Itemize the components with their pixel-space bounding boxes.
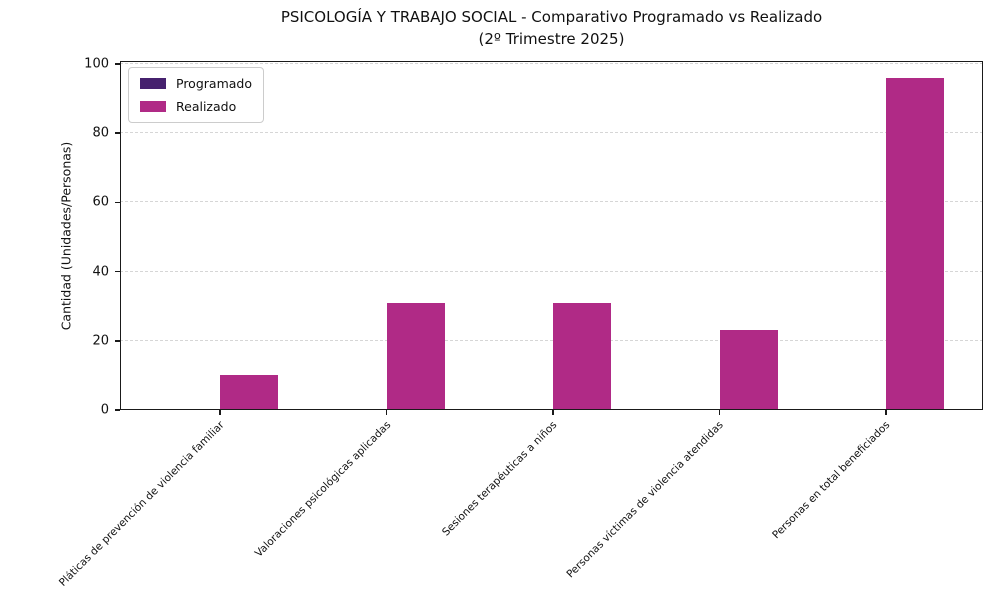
y-tick-label-60: 60 [92,194,109,210]
y-tick-mark-0 [115,409,120,411]
bar-realizado-4 [886,77,944,410]
x-tick-label-4: Personas en total beneficiados [770,419,893,542]
y-tick-mark-40 [115,270,120,273]
y-axis-label: Cantidad (Unidades/Personas) [58,141,74,331]
y-tick-label-0: 0 [100,402,109,418]
bar-realizado-0 [220,375,278,410]
bar-realizado-2 [553,302,611,410]
y-tick-mark-60 [115,201,120,203]
x-tick-mark-2 [552,410,554,415]
x-tick-label-1: Valoraciones psicológicas aplicadas [252,419,393,560]
bar-realizado-3 [719,330,778,410]
legend-item-programado: Programado [140,76,252,91]
legend-label-realizado: Realizado [176,99,237,114]
legend-label-programado: Programado [176,76,252,91]
gridline-y100 [120,62,983,64]
y-tick-label-20: 20 [92,333,109,349]
x-tick-mark-0 [219,410,221,415]
chart-title-line1: PSICOLOGÍA Y TRABAJO SOCIAL - Comparativ… [280,8,823,26]
x-tick-label-2: Sesiones terapéuticas a niños [440,419,560,539]
legend: Programado Realizado [128,67,264,123]
chart-title: PSICOLOGÍA Y TRABAJO SOCIAL - Comparativ… [120,7,983,51]
gridline-y20 [120,339,983,341]
gridline-y80 [120,132,983,134]
y-tick-mark-100 [115,63,120,65]
x-tick-mark-3 [718,410,721,415]
y-tick-mark-80 [115,132,120,134]
x-tick-mark-1 [385,410,388,415]
gridline-y60 [120,201,983,203]
chart-title-line2: (2º Trimestre 2025) [478,29,625,48]
x-tick-label-0: Pláticas de prevención de violencia fami… [56,419,227,589]
realizado-swatch [140,101,166,112]
programado-swatch [140,78,166,89]
x-tick-label-3: Personas víctimas de violencia atendidas [564,419,726,581]
bar-realizado-1 [386,302,445,410]
gridline-y40 [120,270,983,272]
y-tick-mark-20 [115,340,120,342]
y-tick-label-100: 100 [84,56,109,72]
y-tick-label-80: 80 [92,125,109,141]
y-tick-label-40: 40 [92,264,109,279]
x-tick-mark-4 [885,410,887,415]
legend-item-realizado: Realizado [140,99,252,114]
